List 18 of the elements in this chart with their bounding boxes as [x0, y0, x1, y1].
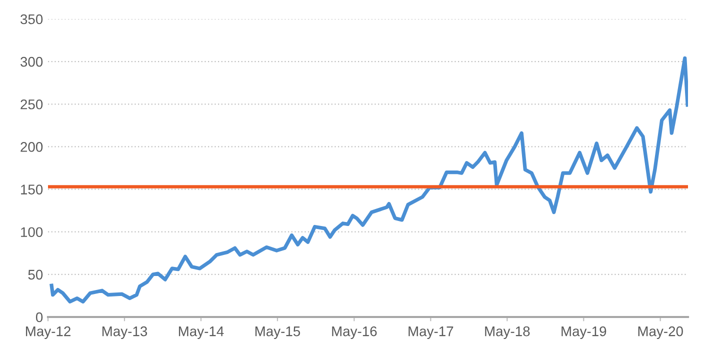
x-tick-label: May-20 — [638, 326, 683, 339]
y-tick-label: 0 — [36, 312, 43, 322]
x-tick-label: May-19 — [562, 326, 606, 339]
y-tick-label: 100 — [21, 227, 43, 238]
x-tick-label: May-13 — [102, 326, 148, 339]
y-tick-label: 250 — [20, 99, 43, 110]
x-tick-label: May-12 — [26, 326, 70, 339]
x-tick-label: May-17 — [408, 326, 454, 339]
y-tick-label: 300 — [20, 56, 43, 67]
x-tick-label: May-14 — [178, 326, 224, 339]
y-tick-label: 200 — [20, 142, 43, 152]
y-tick-label: 350 — [20, 14, 43, 24]
x-tick-label: May-16 — [332, 326, 377, 339]
y-tick-label: 150 — [21, 184, 43, 194]
y-tick-label: 50 — [28, 270, 43, 280]
line-series — [50, 56, 688, 304]
x-tick-label: May-15 — [255, 326, 300, 339]
x-tick-label: May-18 — [485, 326, 530, 339]
